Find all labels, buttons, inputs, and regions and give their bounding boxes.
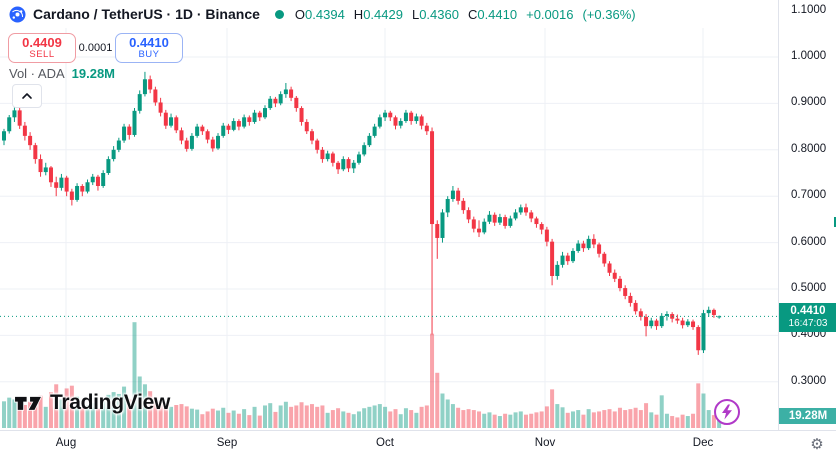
price-axis-label: 1.1000 [791,3,827,16]
time-axis-label: Sep [216,437,238,449]
time-axis-label: Aug [55,437,77,449]
market-status-icon[interactable] [274,9,284,19]
price-axis-label: 0.9000 [791,96,827,109]
symbol-title[interactable]: Cardano / TetherUS · 1D · Binance [33,6,260,22]
current-price-badge: 0.4410 16:47:03 [779,303,836,333]
current-price-value: 0.4410 [790,305,826,318]
price-axis-label: 1.0000 [791,50,827,62]
tradingview-logo-icon [13,393,43,413]
volume-legend-label: Vol · ADA [9,66,65,81]
bar-countdown: 16:47:03 [788,318,828,330]
high-value: 0.4429 [363,6,403,22]
candles [2,71,722,355]
sell-price: 0.4409 [22,34,62,50]
chart-legend-header: Cardano / TetherUS · 1D · Binance O0.439… [0,0,778,28]
price-axis-label: 0.8000 [791,142,827,155]
low-value: 0.4360 [419,6,459,22]
grid-lines [0,0,778,430]
volume-legend: Vol · ADA 19.28M [9,66,115,81]
change-percent: (+0.36%) [582,6,636,22]
chevron-up-icon [21,92,33,100]
volume-bars [2,322,722,428]
instant-trading-button[interactable] [714,399,740,425]
price-axis-label: 0.7000 [791,189,827,202]
time-axis-label: Dec [692,437,714,449]
gear-icon[interactable]: ⚙ [810,436,824,453]
price-axis-label: 0.3000 [791,374,827,387]
volume-legend-value: 19.28M [71,66,116,81]
change-value: +0.0016 [526,6,574,22]
buy-label: BUY [138,48,160,60]
price-scale-marker [834,217,836,227]
buy-price: 0.4410 [129,34,169,50]
candlestick-chart[interactable] [0,0,778,430]
sell-label: SELL [29,48,55,60]
time-axis-label: Nov [534,437,556,449]
sell-button[interactable]: 0.4409 SELL [8,33,76,63]
low-label: L [411,6,420,22]
price-axis-label: 0.5000 [791,282,827,294]
open-label: O [294,6,306,22]
volume-badge: 19.28M [779,408,836,424]
time-axis[interactable]: Aug Sep Oct Nov Dec [0,430,836,455]
cardano-logo-icon [9,6,26,23]
close-value: 0.4410 [477,6,518,22]
close-label: C [467,6,478,22]
price-axis[interactable]: 1.1000 1.0000 0.9000 0.8000 0.7000 0.6000 0.50… [778,0,836,430]
buy-button[interactable]: 0.4410 BUY [115,33,183,63]
collapse-legend-button[interactable] [12,84,42,108]
lightning-icon [720,404,734,420]
tradingview-watermark[interactable]: TradingView [13,391,170,415]
open-value: 0.4394 [305,6,345,22]
high-label: H [353,6,364,22]
ohlc-values: O0.4394 H0.4429 L0.4360 C0.4410 +0.0016 … [295,7,636,22]
price-axis-label: 0.6000 [791,235,827,248]
watermark-text: TradingView [50,391,171,414]
time-axis-label: Oct [376,437,394,449]
spread-value: 0.0001 [78,42,113,54]
